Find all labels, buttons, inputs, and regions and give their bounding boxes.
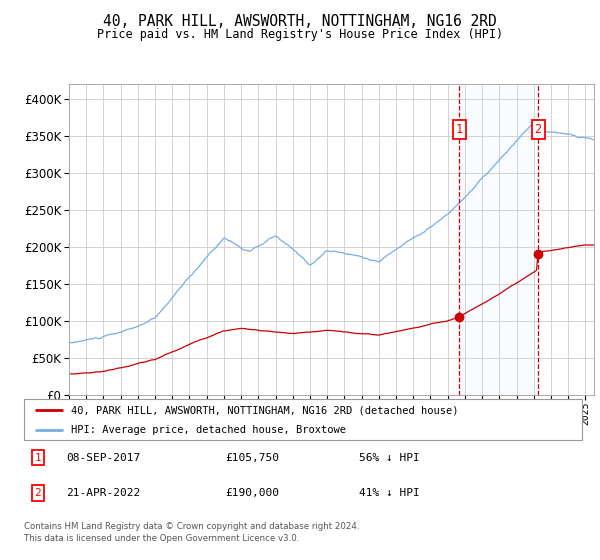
Text: This data is licensed under the Open Government Licence v3.0.: This data is licensed under the Open Gov…	[24, 534, 299, 543]
Text: HPI: Average price, detached house, Broxtowe: HPI: Average price, detached house, Brox…	[71, 424, 346, 435]
Text: 21-APR-2022: 21-APR-2022	[66, 488, 140, 498]
Text: 41% ↓ HPI: 41% ↓ HPI	[359, 488, 419, 498]
Text: 56% ↓ HPI: 56% ↓ HPI	[359, 452, 419, 463]
Text: 40, PARK HILL, AWSWORTH, NOTTINGHAM, NG16 2RD: 40, PARK HILL, AWSWORTH, NOTTINGHAM, NG1…	[103, 14, 497, 29]
Text: 2: 2	[535, 123, 542, 136]
Text: 2: 2	[35, 488, 41, 498]
Text: 1: 1	[455, 123, 463, 136]
Bar	[459, 84, 538, 395]
Text: 1: 1	[35, 452, 41, 463]
Text: 08-SEP-2017: 08-SEP-2017	[66, 452, 140, 463]
Text: £105,750: £105,750	[225, 452, 279, 463]
Text: Price paid vs. HM Land Registry's House Price Index (HPI): Price paid vs. HM Land Registry's House …	[97, 28, 503, 41]
FancyBboxPatch shape	[24, 399, 582, 440]
Text: Contains HM Land Registry data © Crown copyright and database right 2024.: Contains HM Land Registry data © Crown c…	[24, 522, 359, 531]
Text: 40, PARK HILL, AWSWORTH, NOTTINGHAM, NG16 2RD (detached house): 40, PARK HILL, AWSWORTH, NOTTINGHAM, NG1…	[71, 405, 459, 415]
Text: £190,000: £190,000	[225, 488, 279, 498]
